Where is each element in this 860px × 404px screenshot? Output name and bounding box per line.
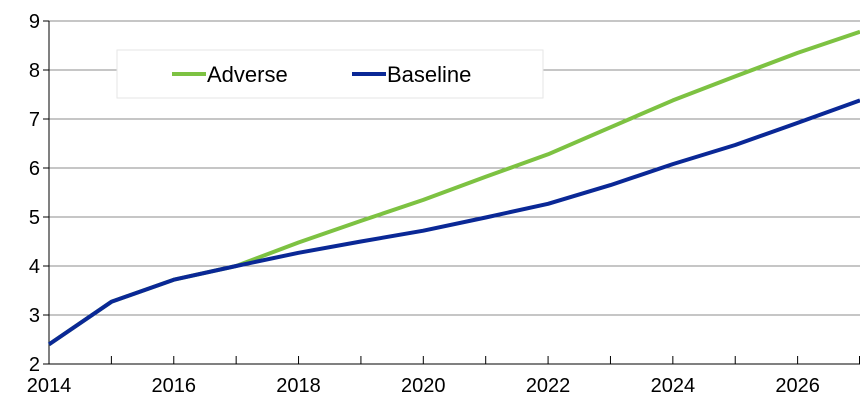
x-tick-label: 2024 — [651, 375, 696, 397]
x-tick-label: 2018 — [276, 375, 321, 397]
y-tick-label: 9 — [29, 11, 40, 33]
y-tick-label: 6 — [29, 158, 40, 180]
legend-label-baseline: Baseline — [387, 62, 471, 87]
x-tick-label: 2022 — [526, 375, 571, 397]
x-tick-label: 2026 — [775, 375, 820, 397]
y-tick-label: 2 — [29, 354, 40, 376]
y-tick-label: 4 — [29, 256, 40, 278]
series-line-baseline — [47, 98, 860, 347]
tick-labels: 2 3 4 5 6 7 8 9 2014 2016 2018 2020 2022 2024 2026 — [27, 11, 820, 397]
y-tick-label: 3 — [29, 305, 40, 327]
axes — [43, 20, 860, 365]
legend: Adverse Baseline — [116, 49, 544, 99]
legend-label-adverse: Adverse — [207, 62, 288, 87]
y-tick-label: 5 — [29, 207, 40, 229]
series-lines — [47, 29, 860, 347]
x-tick-label: 2016 — [152, 375, 197, 397]
y-tick-label: 8 — [29, 60, 40, 82]
x-tick-label: 2014 — [27, 375, 72, 397]
x-tick-label: 2020 — [401, 375, 446, 397]
y-tick-label: 7 — [29, 109, 40, 131]
